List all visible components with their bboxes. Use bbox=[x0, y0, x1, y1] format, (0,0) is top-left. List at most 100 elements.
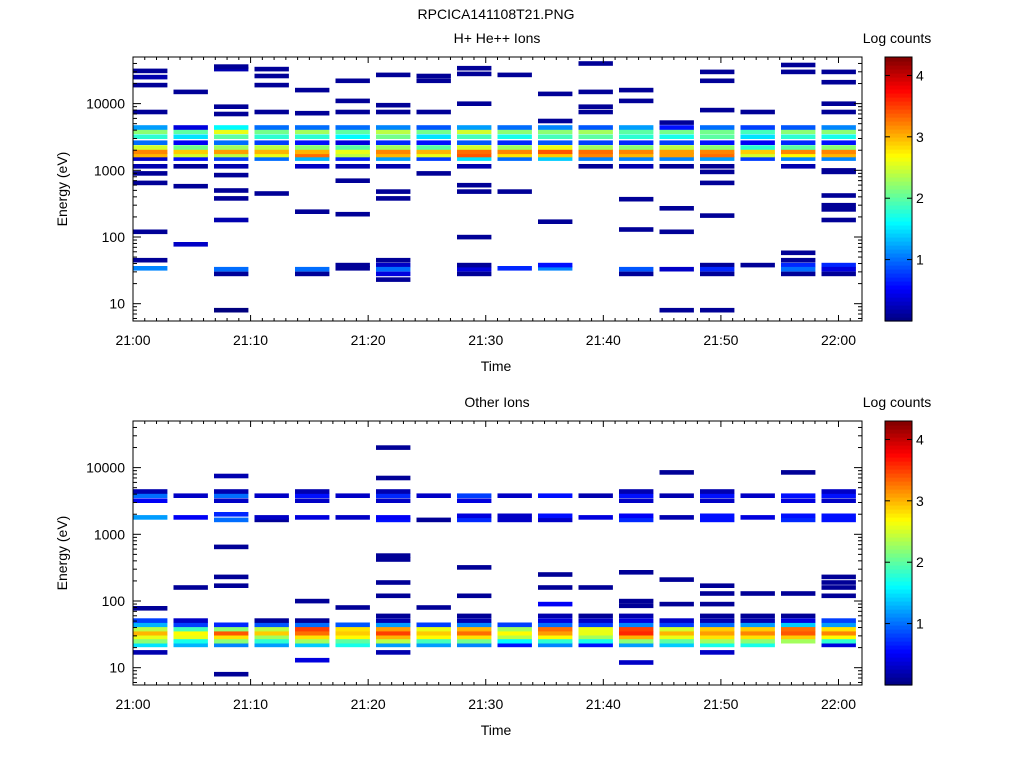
heatmap-cell bbox=[133, 229, 168, 235]
heatmap-cell bbox=[173, 125, 208, 130]
heatmap-cell bbox=[578, 61, 613, 66]
heatmap-cell bbox=[821, 149, 856, 155]
heatmap-cell bbox=[457, 626, 492, 632]
heatmap-cell bbox=[335, 642, 370, 648]
heatmap-cell bbox=[416, 493, 451, 498]
heatmap-cell bbox=[538, 634, 573, 640]
heatmap-cell bbox=[457, 129, 492, 134]
heatmap-cell bbox=[457, 593, 492, 599]
x-tick-label: 21:20 bbox=[351, 696, 386, 712]
heatmap-cell bbox=[700, 140, 735, 145]
heatmap-cell bbox=[538, 152, 573, 158]
heatmap-cell bbox=[335, 164, 370, 169]
heatmap-cell bbox=[578, 626, 613, 632]
heatmap-cell bbox=[173, 515, 208, 520]
heatmap-cell bbox=[133, 140, 168, 145]
heatmap-cell bbox=[578, 125, 613, 130]
heatmap-cell bbox=[821, 622, 856, 628]
heatmap-cell bbox=[254, 134, 289, 139]
heatmap-cell bbox=[538, 630, 573, 636]
y-tick-label: 10 bbox=[109, 296, 125, 312]
heatmap-cell bbox=[578, 585, 613, 590]
colorbar-label: Log counts bbox=[863, 30, 932, 46]
heatmap-cell bbox=[254, 73, 289, 79]
heatmap-cell bbox=[619, 145, 654, 150]
heatmap-cell bbox=[619, 603, 654, 609]
heatmap-cell bbox=[335, 266, 370, 271]
heatmap-cell bbox=[416, 626, 451, 632]
x-axis-label: Time bbox=[481, 358, 512, 374]
heatmap-cell bbox=[781, 156, 816, 161]
heatmap-cell bbox=[659, 134, 694, 139]
heatmap-cell bbox=[740, 626, 775, 632]
heatmap-cell bbox=[538, 125, 573, 130]
x-tick-label: 21:50 bbox=[703, 332, 738, 348]
heatmap-cell bbox=[821, 262, 856, 268]
heatmap-cell bbox=[821, 580, 856, 585]
heatmap-cell bbox=[335, 152, 370, 158]
heatmap-cell bbox=[781, 626, 816, 632]
heatmap-cell bbox=[700, 156, 735, 161]
heatmap-cell bbox=[659, 152, 694, 158]
heatmap-cell bbox=[821, 593, 856, 599]
heatmap-cell bbox=[295, 129, 330, 134]
heatmap-cell bbox=[821, 101, 856, 106]
heatmap-cell bbox=[416, 78, 451, 84]
heatmap-cell bbox=[619, 513, 654, 519]
heatmap-cell bbox=[254, 642, 289, 648]
heatmap-cell bbox=[376, 489, 411, 494]
heatmap-cell bbox=[619, 622, 654, 628]
heatmap-cell bbox=[781, 140, 816, 145]
heatmap-cell bbox=[133, 266, 168, 271]
heatmap-cell bbox=[295, 266, 330, 272]
heatmap-cell bbox=[173, 140, 208, 145]
heatmap-cell bbox=[335, 129, 370, 134]
heatmap-cell bbox=[335, 78, 370, 84]
heatmap-cell bbox=[538, 219, 573, 224]
heatmap-cell bbox=[740, 125, 775, 130]
heatmap-cell bbox=[376, 515, 411, 520]
heatmap-cell bbox=[295, 271, 330, 277]
heatmap-cell bbox=[659, 140, 694, 145]
heatmap-cell bbox=[781, 513, 816, 519]
heatmap-cell bbox=[133, 515, 168, 520]
heatmap-cell bbox=[133, 630, 168, 636]
heatmap-cell bbox=[133, 82, 168, 88]
heatmap-cell bbox=[376, 271, 411, 277]
heatmap-cell bbox=[619, 129, 654, 134]
heatmap-cell bbox=[173, 630, 208, 636]
heatmap-cell bbox=[740, 134, 775, 139]
heatmap-cell bbox=[740, 622, 775, 628]
heatmap-cell bbox=[619, 493, 654, 498]
heatmap-cell bbox=[335, 262, 370, 268]
heatmap-cell bbox=[295, 598, 330, 604]
heatmap-cell bbox=[538, 638, 573, 644]
heatmap-cell bbox=[173, 585, 208, 590]
heatmap-cell bbox=[173, 242, 208, 247]
heatmap-cell bbox=[659, 266, 694, 272]
heatmap-cell bbox=[619, 660, 654, 665]
heatmap-cell bbox=[295, 626, 330, 632]
heatmap-cell bbox=[781, 630, 816, 636]
heatmap-cell bbox=[619, 271, 654, 277]
heatmap-cell bbox=[659, 307, 694, 313]
colorbar-tick-label: 1 bbox=[916, 252, 924, 268]
heatmap-cell bbox=[214, 512, 249, 517]
heatmap-cell bbox=[335, 140, 370, 145]
heatmap-cell bbox=[416, 152, 451, 158]
heatmap-cell bbox=[659, 120, 694, 125]
heatmap-cell bbox=[133, 626, 168, 632]
heatmap-cell bbox=[416, 605, 451, 610]
heatmap-cell bbox=[457, 638, 492, 644]
heatmap-cell bbox=[254, 634, 289, 640]
heatmap-cell bbox=[214, 266, 249, 272]
heatmap-cell bbox=[619, 626, 654, 632]
heatmap-cell bbox=[457, 234, 492, 240]
heatmap-cell bbox=[497, 634, 532, 640]
heatmap-cell bbox=[295, 618, 330, 623]
heatmap-cell bbox=[821, 489, 856, 494]
heatmap-cell bbox=[659, 125, 694, 130]
heatmap-cell bbox=[781, 129, 816, 134]
heatmap-cell bbox=[457, 134, 492, 139]
heatmap-cell bbox=[700, 266, 735, 272]
